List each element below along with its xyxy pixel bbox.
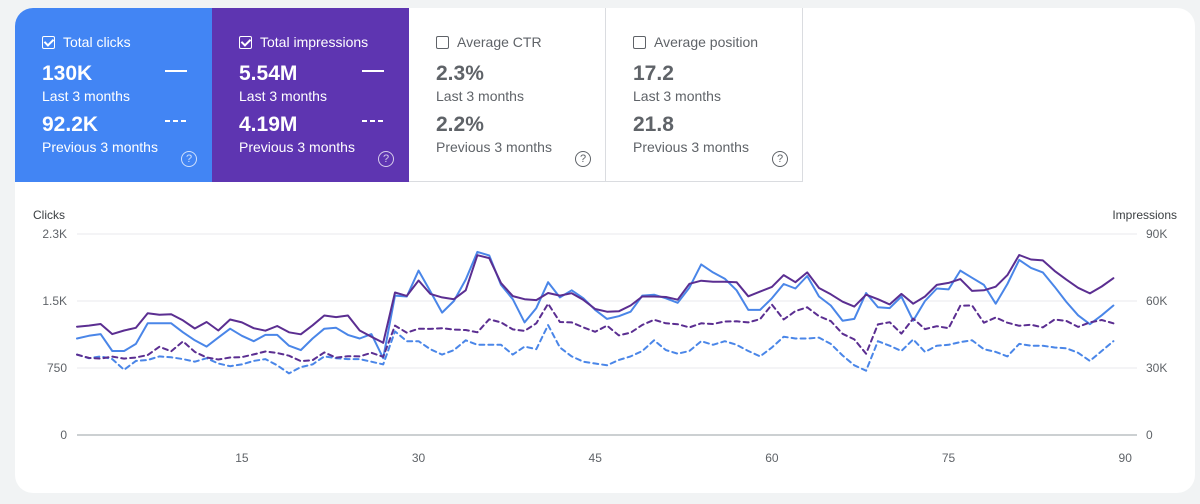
y-left-axis-title: Clicks — [33, 208, 65, 222]
y-left-tick-label: 750 — [47, 361, 67, 375]
card-label: Total impressions — [260, 34, 369, 50]
card-period: Last 3 months — [436, 88, 524, 104]
card-label: Average position — [654, 34, 759, 50]
card-value: 17.2 — [633, 62, 674, 85]
y-left-tick-label: 2.3K — [42, 227, 67, 241]
y-left-tick-label: 1.5K — [42, 294, 67, 308]
metric-cards: Total clicks 130K Last 3 months 92.2K Pr… — [15, 8, 803, 182]
card-value: 5.54M — [239, 62, 298, 85]
total-impressions-card[interactable]: Total impressions 5.54M Last 3 months 4.… — [212, 8, 409, 182]
card-label: Total clicks — [63, 34, 131, 50]
x-tick-label: 60 — [765, 451, 779, 465]
performance-panel: Total clicks 130K Last 3 months 92.2K Pr… — [15, 8, 1195, 493]
series-line-total-impressions — [76, 254, 1115, 344]
checkbox-icon[interactable] — [633, 35, 646, 49]
card-prev-period: Previous 3 months — [239, 139, 355, 155]
help-icon[interactable]: ? — [181, 151, 197, 167]
card-prev-period: Previous 3 months — [42, 139, 158, 155]
card-prev-value: 4.19M — [239, 113, 298, 136]
average-ctr-card[interactable]: Average CTR 2.3% Last 3 months 2.2% Prev… — [409, 8, 606, 182]
card-period: Last 3 months — [633, 88, 721, 104]
y-left-tick-label: 0 — [60, 428, 67, 442]
checkbox-icon[interactable] — [42, 35, 55, 49]
card-prev-period: Previous 3 months — [633, 139, 749, 155]
card-prev-period: Previous 3 months — [436, 139, 552, 155]
card-value: 130K — [42, 62, 93, 85]
help-icon[interactable]: ? — [378, 151, 394, 167]
y-right-ticks: 90K 60K 30K 0 — [1146, 227, 1167, 442]
card-prev-value: 2.2% — [436, 113, 484, 136]
y-right-tick-label: 60K — [1146, 294, 1167, 308]
solid-line-legend-icon — [362, 70, 384, 72]
solid-line-legend-icon — [165, 70, 187, 72]
y-right-tick-label: 0 — [1146, 428, 1153, 442]
series-line-total-impressions-previous — [76, 302, 1115, 363]
help-icon[interactable]: ? — [575, 151, 591, 167]
chart-lines — [76, 250, 1115, 375]
total-clicks-card[interactable]: Total clicks 130K Last 3 months 92.2K Pr… — [15, 8, 212, 182]
card-period: Last 3 months — [42, 88, 130, 104]
chart-grid — [77, 233, 1137, 436]
x-tick-label: 15 — [235, 451, 249, 465]
help-icon[interactable]: ? — [772, 151, 788, 167]
y-left-ticks: 2.3K 1.5K 750 0 — [42, 227, 67, 442]
average-position-card[interactable]: Average position 17.2 Last 3 months 21.8… — [606, 8, 803, 182]
checkbox-icon[interactable] — [239, 35, 252, 49]
card-value: 2.3% — [436, 62, 484, 85]
series-line-total-clicks-previous — [76, 324, 1115, 375]
card-prev-value: 92.2K — [42, 113, 99, 136]
x-tick-label: 90 — [1119, 451, 1133, 465]
checkbox-icon[interactable] — [436, 35, 449, 49]
card-label: Average CTR — [457, 34, 542, 50]
y-right-axis-title: Impressions — [1112, 208, 1177, 222]
dashed-line-legend-icon — [165, 120, 187, 122]
dashed-line-legend-icon — [362, 120, 384, 122]
x-tick-label: 30 — [412, 451, 426, 465]
card-prev-value: 21.8 — [633, 113, 674, 136]
x-tick-label: 45 — [589, 451, 603, 465]
x-ticks: 15 30 45 60 75 90 — [235, 451, 1132, 465]
x-tick-label: 75 — [942, 451, 956, 465]
card-period: Last 3 months — [239, 88, 327, 104]
y-right-tick-label: 90K — [1146, 227, 1167, 241]
y-right-tick-label: 30K — [1146, 361, 1167, 375]
